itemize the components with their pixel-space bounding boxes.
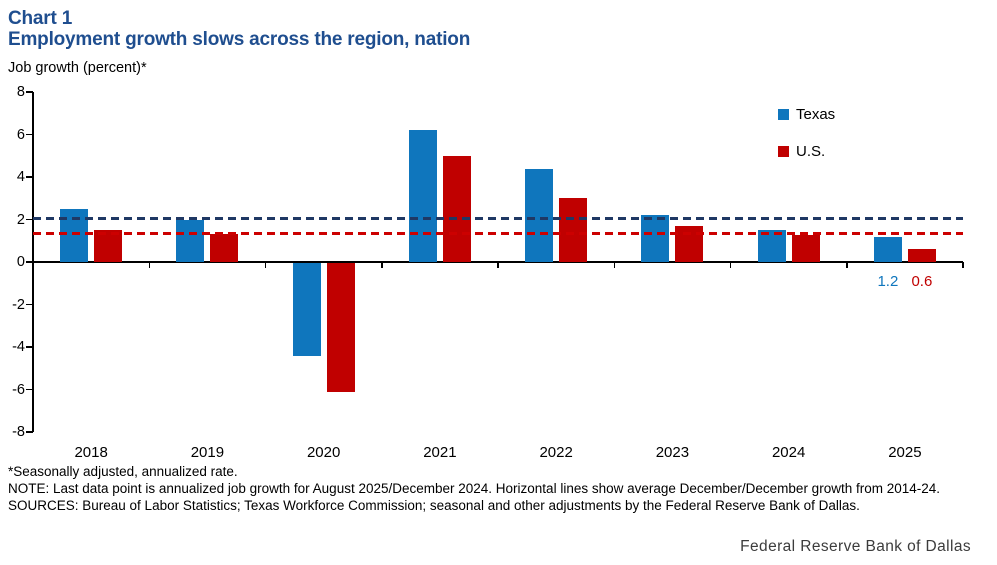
- x-category-label-2019: 2019: [190, 444, 225, 461]
- y-axis-unit-label: Job growth (percent)*: [8, 60, 147, 76]
- bar-texas-2021: [408, 130, 437, 262]
- legend-swatch-us-icon: [778, 145, 789, 157]
- x-tick: [729, 262, 732, 268]
- bar-us-2025: [907, 249, 936, 262]
- x-tick: [846, 262, 848, 268]
- bar-texas-2025: [873, 236, 902, 262]
- y-tick: [26, 431, 33, 433]
- y-tick-label: 8: [16, 84, 25, 100]
- legend: Texas U.S.: [778, 106, 835, 180]
- y-tick: [26, 303, 33, 306]
- y-tick-label: 2: [16, 211, 25, 228]
- x-category-label-2022: 2022: [539, 444, 573, 461]
- x-category-label-2025: 2025: [888, 444, 922, 461]
- y-tick: [26, 133, 33, 136]
- reference-line-us: [33, 231, 963, 235]
- bar-us-2022: [559, 198, 588, 262]
- bar-us-2024: [791, 235, 820, 262]
- org-branding: Federal Reserve Bank of Dallas: [740, 538, 971, 555]
- bar-us-2021: [442, 155, 471, 262]
- y-tick: [26, 388, 33, 391]
- x-tick: [613, 262, 615, 268]
- x-category-label-2023: 2023: [655, 444, 690, 461]
- footnotes: *Seasonally adjusted, annualized rate. N…: [8, 463, 993, 514]
- y-tick-label: 0: [16, 254, 25, 270]
- y-tick: [26, 261, 33, 263]
- bar-us-2020: [326, 262, 355, 393]
- legend-label-texas: Texas: [796, 105, 836, 123]
- x-category-label-2020: 2020: [306, 444, 341, 461]
- y-tick-label: -4: [12, 339, 25, 355]
- bar-texas-2020: [292, 262, 321, 357]
- bar-texas-2024: [757, 230, 786, 262]
- footnote-sources: SOURCES: Bureau of Labor Statistics; Tex…: [8, 498, 860, 513]
- bar-texas-2023: [641, 215, 670, 262]
- y-tick-label: -8: [12, 424, 25, 440]
- last-value-label-texas: 1.2: [877, 273, 899, 290]
- x-tick: [381, 262, 383, 268]
- footnote-note: NOTE: Last data point is annualized job …: [8, 481, 941, 496]
- x-category-label-2018: 2018: [74, 444, 108, 461]
- x-category-label-2021: 2021: [423, 444, 457, 461]
- y-tick-label: 6: [16, 126, 25, 143]
- legend-swatch-texas-icon: [778, 108, 789, 120]
- chart-number: Chart 1: [8, 8, 73, 29]
- plot-area: 8 6 4 2 0 -2 -4 -6 -8 2018 2019 2020 2021 2022 2023 202…: [12, 84, 964, 461]
- chart-title: Employment growth slows across the regio…: [8, 29, 471, 50]
- footnote-seasonal: *Seasonally adjusted, annualized rate.: [8, 464, 238, 479]
- x-tick: [962, 262, 964, 268]
- chart-header: Chart 1 Employment growth slows across t…: [8, 8, 470, 50]
- y-tick: [26, 91, 33, 93]
- legend-item-texas: Texas: [778, 105, 836, 123]
- bar-us-2019: [210, 234, 239, 262]
- bar-us-2018: [94, 230, 123, 262]
- x-tick: [264, 262, 267, 268]
- y-tick: [26, 218, 33, 221]
- y-tick-label: 4: [16, 169, 25, 185]
- legend-label-us: U.S.: [796, 142, 826, 160]
- last-value-label-us: 0.6: [911, 273, 933, 290]
- y-tick-label: -6: [12, 381, 25, 398]
- bar-texas-2022: [525, 168, 554, 262]
- x-tick: [497, 262, 499, 268]
- y-tick: [26, 346, 33, 348]
- legend-item-us: U.S.: [778, 142, 835, 160]
- x-category-label-2024: 2024: [771, 444, 806, 461]
- bar-texas-2019: [176, 219, 205, 262]
- y-tick: [26, 176, 33, 178]
- y-tick-label: -2: [12, 296, 25, 313]
- reference-line-texas: [33, 216, 963, 220]
- x-tick: [148, 262, 150, 268]
